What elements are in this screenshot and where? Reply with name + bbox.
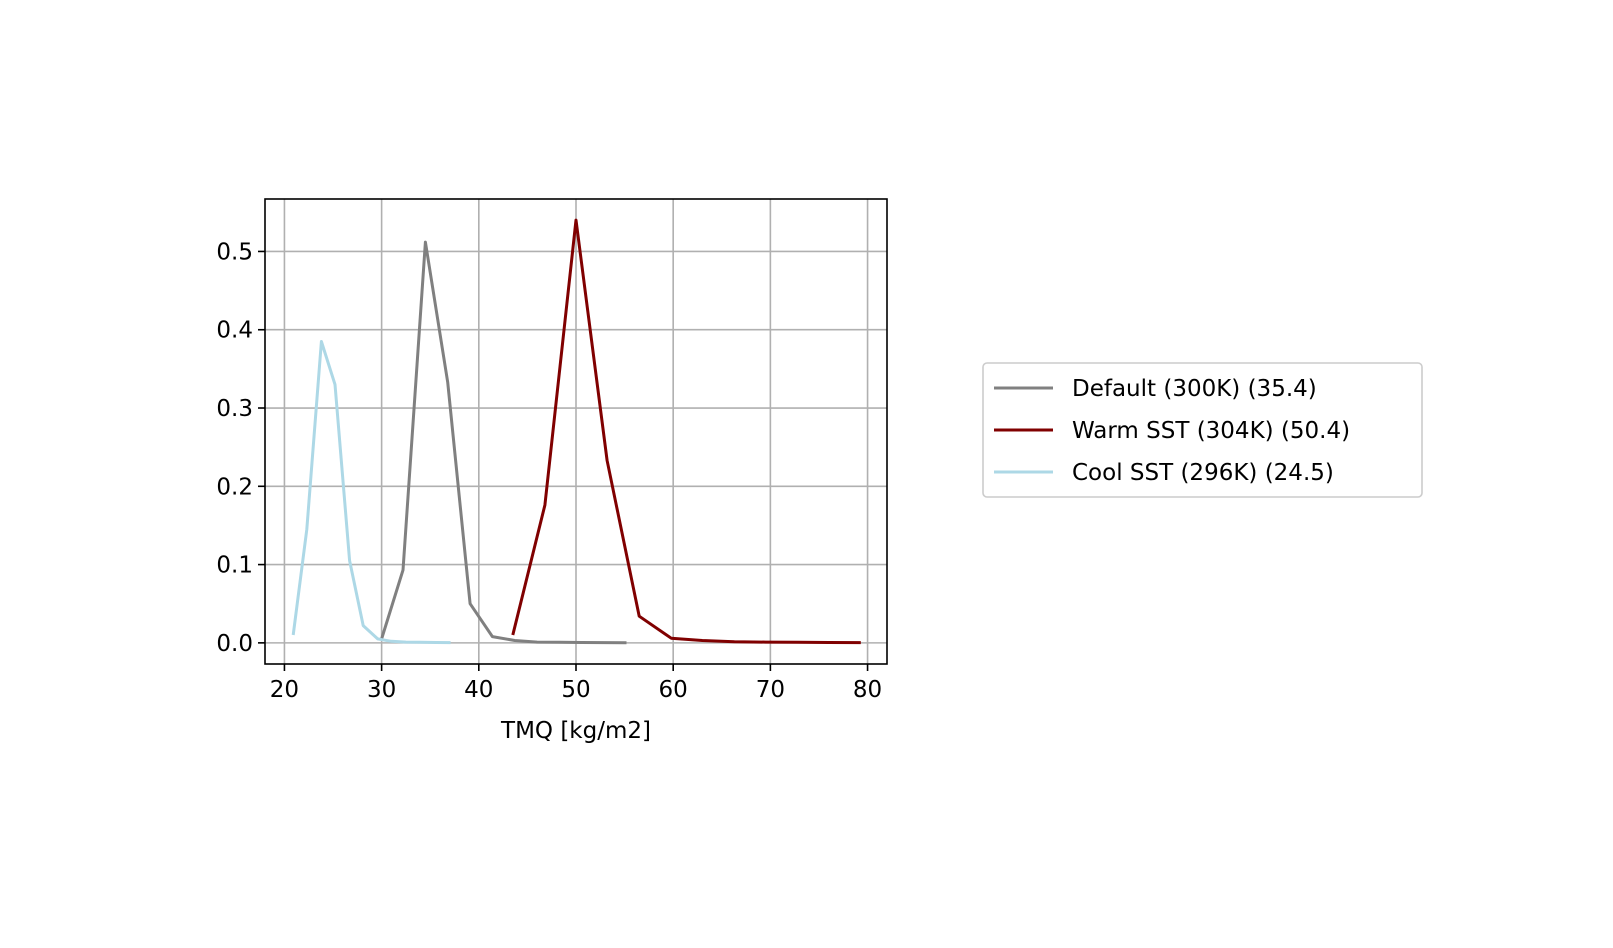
y-tick-label: 0.3 — [216, 396, 253, 422]
series-lines — [291, 218, 861, 645]
series-line — [380, 240, 627, 645]
x-axis: 20 30 40 50 60 70 80 — [270, 664, 882, 703]
x-tick-label: 70 — [756, 677, 785, 703]
x-tick-label: 20 — [270, 677, 299, 703]
y-tick-label: 0.5 — [216, 239, 253, 265]
y-tick-label: 0.4 — [216, 318, 253, 344]
y-tick-label: 0.1 — [216, 553, 253, 579]
series-line — [291, 340, 451, 645]
y-axis: 0.0 0.1 0.2 0.3 0.4 0.5 — [216, 239, 265, 657]
series-line — [511, 218, 861, 645]
legend-label: Cool SST (296K) (24.5) — [1072, 460, 1334, 486]
x-axis-label: TMQ [kg/m2] — [500, 718, 651, 744]
y-tick-label: 0.0 — [216, 631, 253, 657]
x-tick-label: 80 — [853, 677, 882, 703]
legend-label: Warm SST (304K) (50.4) — [1072, 418, 1350, 444]
y-tick-label: 0.2 — [216, 474, 253, 500]
x-tick-label: 30 — [367, 677, 396, 703]
legend-label: Default (300K) (35.4) — [1072, 376, 1317, 402]
x-tick-label: 60 — [659, 677, 688, 703]
x-tick-label: 50 — [561, 677, 590, 703]
grid — [265, 199, 887, 664]
x-tick-label: 40 — [464, 677, 493, 703]
legend-box — [982, 362, 1423, 498]
legend: Default (300K) (35.4) Warm SST (304K) (50… — [982, 362, 1423, 498]
